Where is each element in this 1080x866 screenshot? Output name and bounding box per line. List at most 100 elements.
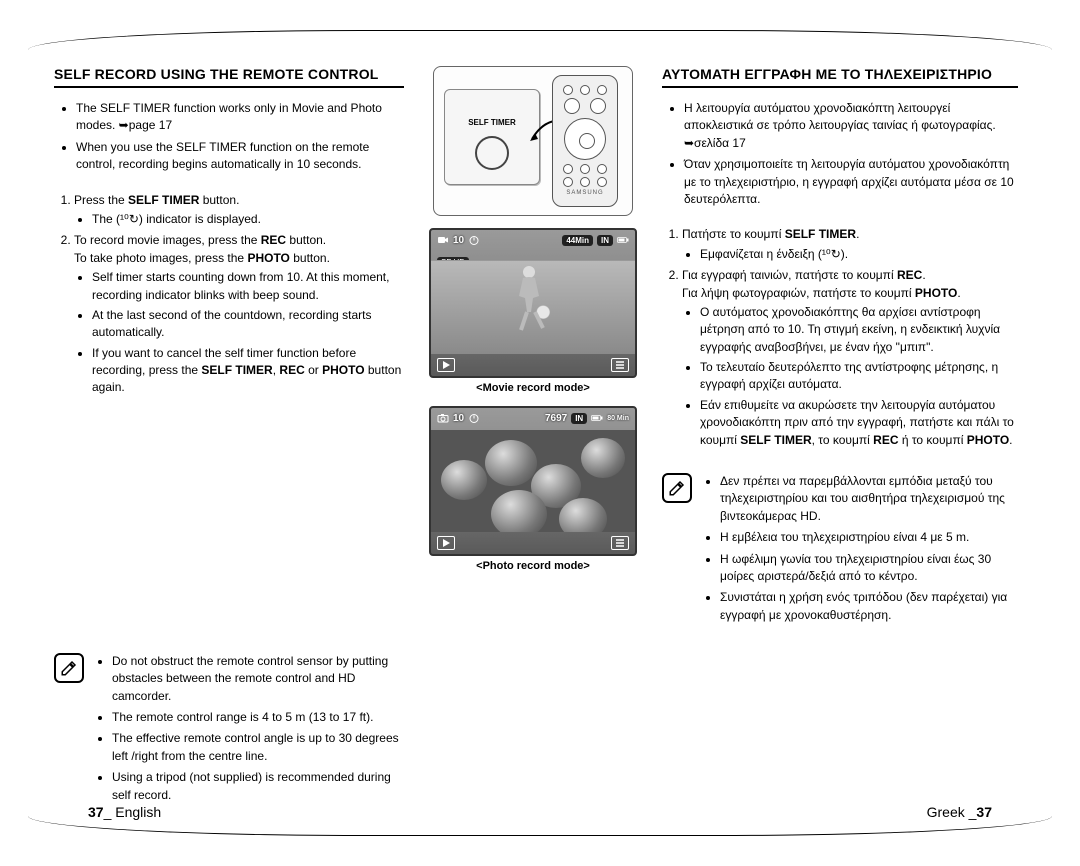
storage-in: IN xyxy=(597,235,613,246)
step1-lead: Press the xyxy=(74,193,128,207)
note-el-2: Η ωφέλιμη γωνία του τηλεχειριστηρίου είν… xyxy=(720,551,1018,586)
dpad-icon xyxy=(564,118,606,160)
step2a-bold-el: REC xyxy=(897,268,922,282)
note-en-0: Do not obstruct the remote control senso… xyxy=(112,653,404,705)
movie-mode-icon xyxy=(437,234,449,246)
cancel-b2: REC xyxy=(279,363,304,377)
steps-en: Press the SELF TIMER button. The (¹⁰↻) i… xyxy=(54,192,404,401)
photo-thumbnail xyxy=(431,430,635,532)
step2b: To take photo images, press the xyxy=(74,251,247,265)
step2-sub1-en: At the last second of the countdown, rec… xyxy=(92,307,404,342)
note-el-3: Συνιστάται η χρήση ενός τριπόδου (δεν πα… xyxy=(720,589,1018,624)
step1-sub-el: Εμφανίζεται η ένδειξη (¹⁰↻). xyxy=(700,246,1018,263)
pencil-icon xyxy=(668,479,686,497)
intro-en-0: The SELF TIMER function works only in Mo… xyxy=(76,100,404,135)
step2b-bold: PHOTO xyxy=(247,251,289,265)
intro-en-1: When you use the SELF TIMER function on … xyxy=(76,139,404,174)
step2b-el: Για λήψη φωτογραφιών, πατήστε το κουμπί xyxy=(682,286,915,300)
intro-el-1: Όταν χρησιμοποιείτε τη λειτουργία αυτόμα… xyxy=(684,156,1018,208)
page-num-left: 37 xyxy=(88,804,104,820)
figure-remote: SELF TIMER SAMSUNG xyxy=(433,66,633,216)
step1-tail-el: . xyxy=(856,227,859,241)
note-block-en: Do not obstruct the remote control senso… xyxy=(54,653,404,808)
step1-el: Πατήστε το κουμπί SELF TIMER. Εμφανίζετα… xyxy=(682,226,1018,263)
note-list-en: Do not obstruct the remote control senso… xyxy=(94,653,404,808)
player-icon xyxy=(509,262,557,332)
remote-brand: SAMSUNG xyxy=(559,190,611,196)
cancel-b3: PHOTO xyxy=(322,363,364,377)
step2a-el: Για εγγραφή ταινιών, πατήστε το κουμπί xyxy=(682,268,897,282)
photo-storage: IN xyxy=(571,413,587,424)
figure-movie-preview: 10 44Min IN SF HD xyxy=(429,228,637,378)
cancel-or-el: ή το κουμπί xyxy=(899,433,967,447)
step2-cancel-en: If you want to cancel the self timer fun… xyxy=(92,345,404,397)
step2b-bold-el: PHOTO xyxy=(915,286,957,300)
col-greek: ΑΥΤΟΜΑΤΗ ΕΓΓΡΑΦΗ ΜΕ ΤΟ ΤΗΛΕΧΕΙΡΙΣΤΗΡΙΟ Η… xyxy=(662,66,1018,808)
self-timer-label: SELF TIMER xyxy=(445,118,539,127)
battery-icon xyxy=(617,234,629,246)
remote-control: SAMSUNG xyxy=(552,75,618,207)
note-icon xyxy=(54,653,84,683)
note-el-0: Δεν πρέπει να παρεμβάλλονται εμπόδια μετ… xyxy=(720,473,1018,525)
step2-sub0-en: Self timer starts counting down from 10.… xyxy=(92,269,404,304)
lens-icon xyxy=(475,136,509,170)
cancel-mid-el: , το κουμπί xyxy=(812,433,874,447)
movie-timer: 10 xyxy=(453,235,464,246)
col-figures: SELF TIMER SAMSUNG xyxy=(420,66,646,808)
cancel-b1-el: SELF TIMER xyxy=(740,433,811,447)
cancel-tail-el: . xyxy=(1009,433,1012,447)
step1-tail: button. xyxy=(199,193,239,207)
step2-en: To record movie images, press the REC bu… xyxy=(74,232,404,397)
columns: SELF RECORD USING THE REMOTE CONTROL The… xyxy=(28,30,1052,836)
movie-thumbnail xyxy=(431,260,635,354)
menu-icon xyxy=(611,358,629,372)
time-left: 44Min xyxy=(562,235,593,246)
play-icon xyxy=(437,358,455,372)
cancel-b2-el: REC xyxy=(873,433,898,447)
photo-remaining: 7697 xyxy=(545,413,567,424)
step1-en: Press the SELF TIMER button. The (¹⁰↻) i… xyxy=(74,192,404,229)
steps-el: Πατήστε το κουμπί SELF TIMER. Εμφανίζετα… xyxy=(662,226,1018,453)
step2a-tail: button. xyxy=(286,233,326,247)
footer-left: 37_ English xyxy=(88,804,161,820)
page-lang-left: _ English xyxy=(104,804,162,820)
footer-right: Greek _37 xyxy=(927,804,992,820)
step1-bold-el: SELF TIMER xyxy=(785,227,856,241)
note-list-el: Δεν πρέπει να παρεμβάλλονται εμπόδια μετ… xyxy=(702,473,1018,628)
play-icon xyxy=(437,536,455,550)
camcorder-front: SELF TIMER xyxy=(444,89,540,185)
step1-sub-en: The (¹⁰↻) indicator is displayed. xyxy=(92,211,404,228)
step1-lead-el: Πατήστε το κουμπί xyxy=(682,227,785,241)
cancel-or: or xyxy=(305,363,322,377)
menu-icon xyxy=(611,536,629,550)
pencil-icon xyxy=(60,659,78,677)
note-block-el: Δεν πρέπει να παρεμβάλλονται εμπόδια μετ… xyxy=(662,473,1018,628)
note-el-1: Η εμβέλεια του τηλεχειριστηρίου είναι 4 … xyxy=(720,529,1018,546)
step2-sub0-el: Ο αυτόματος χρονοδιακόπτης θα αρχίσει αν… xyxy=(700,304,1018,356)
photo-min: 80 Min xyxy=(607,415,629,422)
cancel-b3-el: PHOTO xyxy=(967,433,1009,447)
step2b-tail-el: . xyxy=(957,286,960,300)
photo-timer: 10 xyxy=(453,413,464,424)
timer-icon xyxy=(468,234,480,246)
heading-greek: ΑΥΤΟΜΑΤΗ ΕΓΓΡΑΦΗ ΜΕ ΤΟ ΤΗΛΕΧΕΙΡΙΣΤΗΡΙΟ xyxy=(662,66,1018,88)
battery-icon xyxy=(591,412,603,424)
caption-movie: <Movie record mode> xyxy=(476,382,590,394)
col-english: SELF RECORD USING THE REMOTE CONTROL The… xyxy=(54,66,404,808)
step2b-tail: button. xyxy=(290,251,330,265)
step2a-bold: REC xyxy=(261,233,286,247)
step2a-tail-el: . xyxy=(922,268,925,282)
manual-page: SELF RECORD USING THE REMOTE CONTROL The… xyxy=(28,30,1052,836)
photo-mode-icon xyxy=(437,412,449,424)
step2-el: Για εγγραφή ταινιών, πατήστε το κουμπί R… xyxy=(682,267,1018,449)
page-num-right: 37 xyxy=(976,804,992,820)
intro-list-en: The SELF TIMER function works only in Mo… xyxy=(54,100,404,178)
step2a: To record movie images, press the xyxy=(74,233,261,247)
cancel-b1: SELF TIMER xyxy=(201,363,272,377)
note-en-1: The remote control range is 4 to 5 m (13… xyxy=(112,709,404,726)
note-en-3: Using a tripod (not supplied) is recomme… xyxy=(112,769,404,804)
timer-icon xyxy=(468,412,480,424)
figure-photo-preview: 10 7697 IN 80 Min 1440 xyxy=(429,406,637,556)
step2-sub1-el: Το τελευταίο δευτερόλεπτο της αντίστροφη… xyxy=(700,359,1018,394)
note-icon xyxy=(662,473,692,503)
